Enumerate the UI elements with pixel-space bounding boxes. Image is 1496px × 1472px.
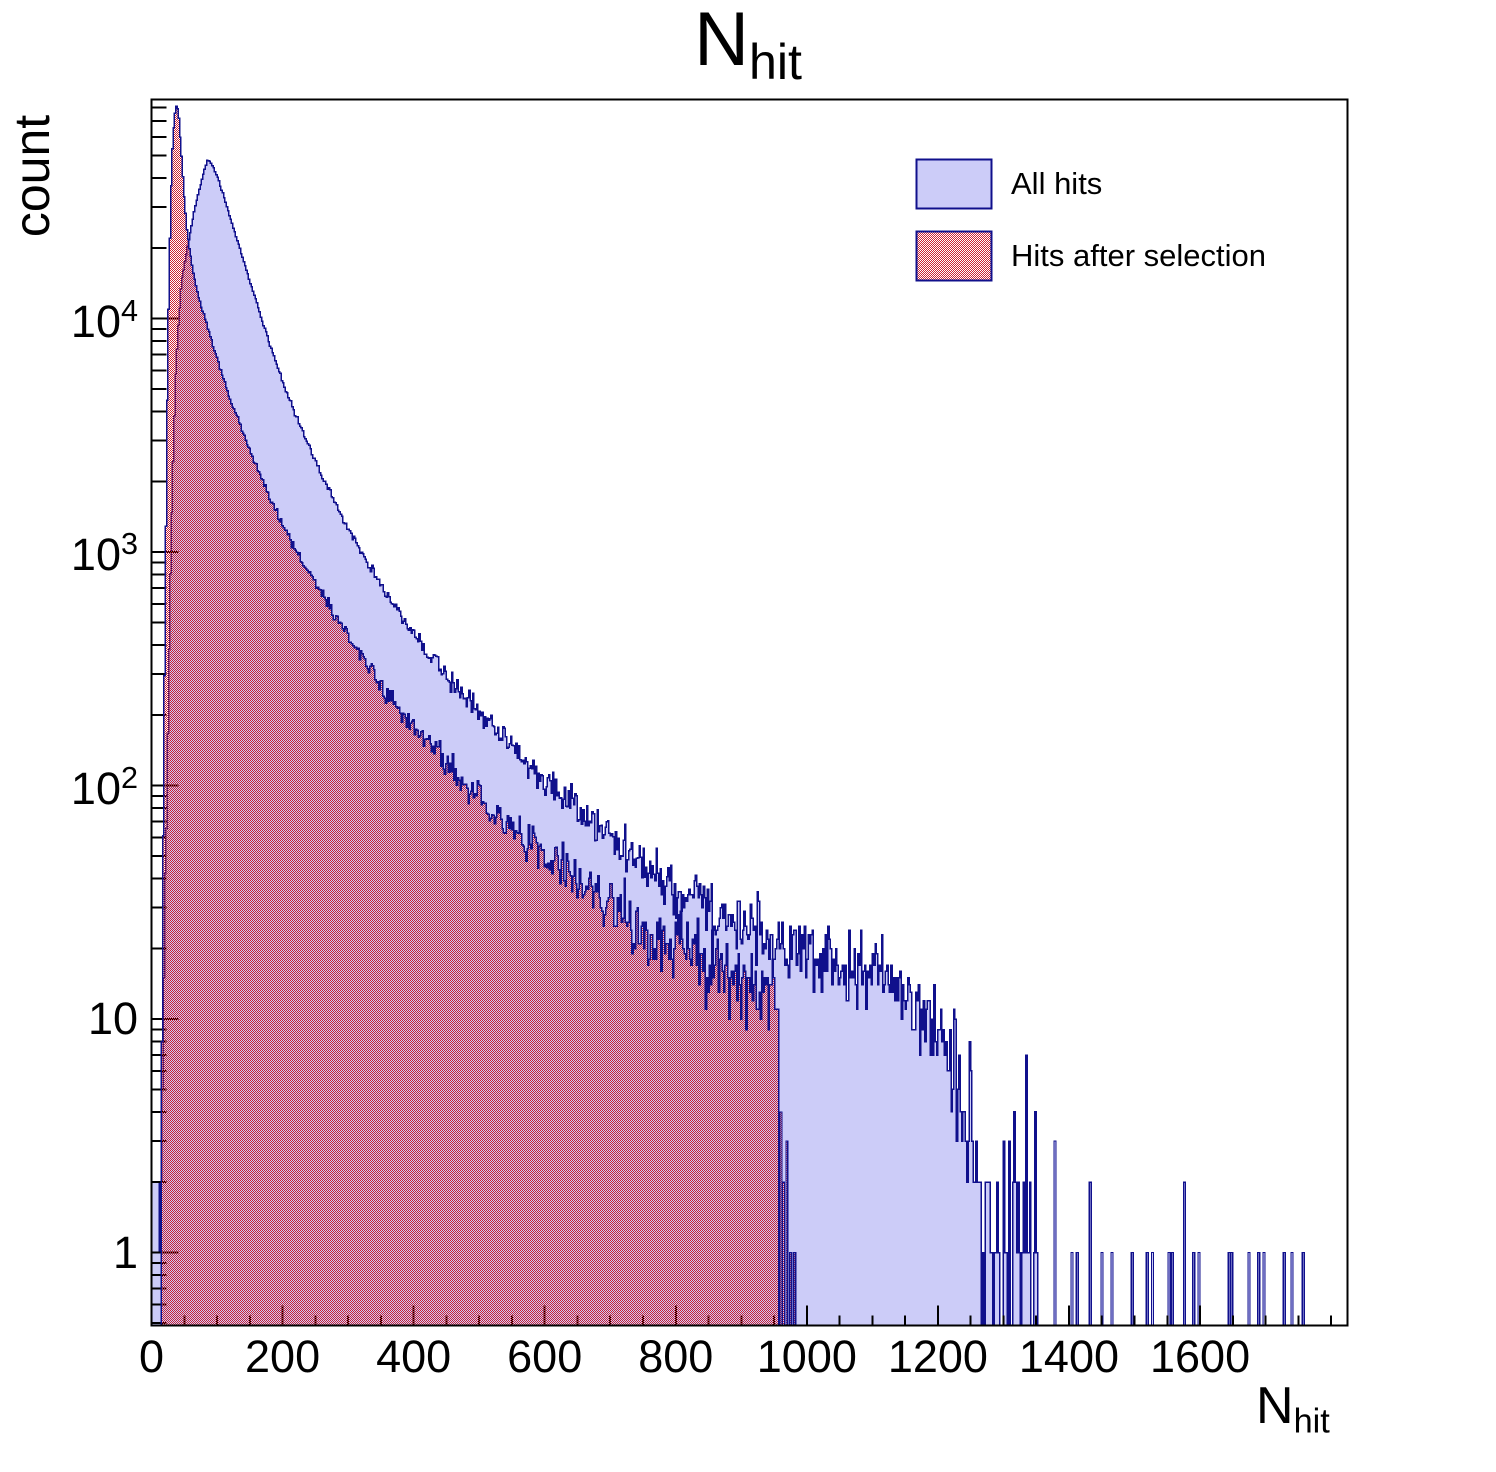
x-tick-label: 1000 xyxy=(756,1331,857,1382)
legend-row: Hits after selection xyxy=(915,230,1266,302)
tail-bar xyxy=(1110,1251,1114,1327)
legend-row: All hits xyxy=(915,158,1266,230)
tail-bar xyxy=(1075,1251,1079,1327)
y-tick-label: 103 xyxy=(70,527,138,580)
tail-bar xyxy=(1282,1251,1286,1327)
plot-area xyxy=(150,98,1349,1327)
histogram-selected xyxy=(160,105,780,1327)
tail-bar xyxy=(1262,1251,1266,1327)
tail-bar xyxy=(1088,1181,1092,1327)
tail-bar xyxy=(1100,1251,1104,1327)
y-axis-title: count xyxy=(4,114,60,238)
x-tick-label: 0 xyxy=(138,1331,165,1382)
legend-swatch-all xyxy=(915,158,993,210)
x-tick-label: 1200 xyxy=(887,1331,988,1382)
tail-bar xyxy=(1145,1251,1149,1327)
x-axis-title: Nhit xyxy=(1256,1380,1330,1439)
tail-bar xyxy=(1130,1251,1134,1327)
tail-bar xyxy=(781,1181,786,1327)
y-tick-label: 1 xyxy=(112,1226,138,1278)
tail-bar xyxy=(789,1251,793,1327)
x-tick-label: 1600 xyxy=(1149,1331,1251,1382)
legend: All hits Hits after selection xyxy=(915,158,1266,302)
y-tick-label: 10 xyxy=(87,993,138,1044)
tail-bar xyxy=(779,1111,783,1327)
tail-bar xyxy=(1257,1251,1261,1327)
tail-bar xyxy=(1192,1251,1196,1327)
tail-bar xyxy=(1170,1251,1174,1327)
x-tick-label: 400 xyxy=(376,1331,452,1382)
tail-bar xyxy=(1230,1251,1234,1327)
tail-bar xyxy=(1247,1251,1251,1327)
x-tick-label: 800 xyxy=(638,1331,714,1382)
tail-bar xyxy=(1183,1181,1187,1327)
tail-bar xyxy=(1070,1251,1074,1327)
x-tick-label: 600 xyxy=(507,1331,583,1382)
x-axis-title-main: N xyxy=(1256,1377,1294,1435)
legend-swatch-selected xyxy=(915,230,993,282)
legend-label: All hits xyxy=(1011,166,1103,201)
legend-label: Hits after selection xyxy=(1011,238,1266,273)
tail-bar xyxy=(1150,1251,1155,1327)
chart-title: Nhit xyxy=(0,0,1496,89)
x-axis-title-subscript: hit xyxy=(1293,1402,1330,1441)
y-tick-label: 104 xyxy=(70,293,138,347)
tail-bar xyxy=(1290,1251,1294,1327)
x-tick-label: 200 xyxy=(245,1331,321,1382)
x-tick-label: 1400 xyxy=(1018,1331,1120,1382)
tail-bar xyxy=(1167,1251,1171,1327)
tail-bar xyxy=(1227,1251,1231,1327)
tail-bar xyxy=(1301,1251,1305,1327)
tail-bar xyxy=(1053,1140,1057,1327)
y-tick-label: 102 xyxy=(70,760,138,814)
tail-bar xyxy=(793,1251,797,1327)
tail-bar xyxy=(785,1140,789,1327)
chart-title-subscript: hit xyxy=(748,34,802,91)
plot-frame xyxy=(150,98,1349,1327)
chart-title-main: N xyxy=(694,0,749,82)
